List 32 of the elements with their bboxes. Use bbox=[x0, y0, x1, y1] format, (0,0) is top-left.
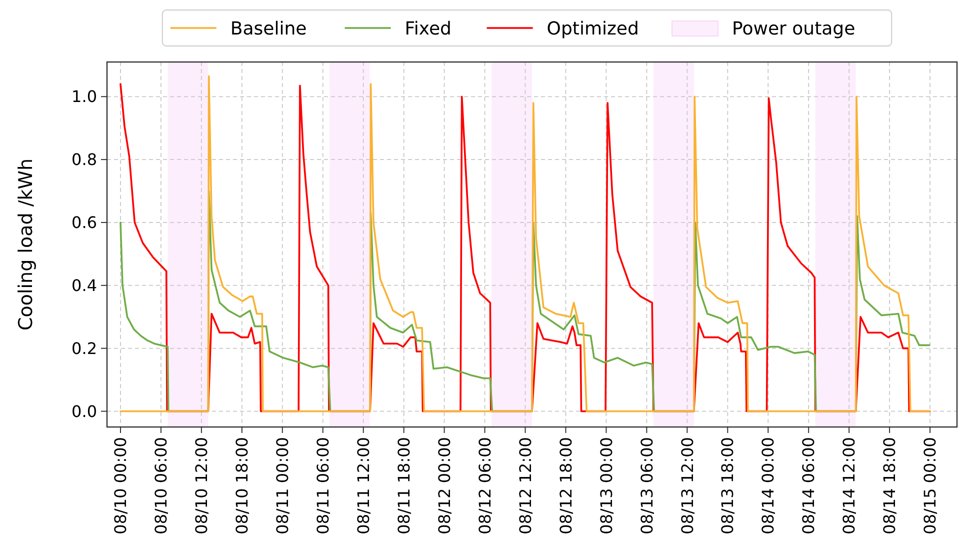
legend-label: Optimized bbox=[546, 18, 639, 40]
x-tick-label: 08/13 00:00 bbox=[596, 437, 616, 534]
x-tick-label: 08/14 00:00 bbox=[758, 437, 778, 534]
y-tick-label: 0.4 bbox=[72, 276, 97, 296]
x-tick-label: 08/15 00:00 bbox=[920, 437, 940, 534]
legend-label: Fixed bbox=[404, 18, 452, 40]
x-tick-label: 08/10 12:00 bbox=[192, 437, 212, 534]
x-tick-label: 08/11 18:00 bbox=[394, 437, 414, 534]
x-tick-label: 08/11 00:00 bbox=[272, 437, 292, 534]
x-tick-label: 08/10 18:00 bbox=[232, 437, 252, 534]
x-tick-label: 08/10 06:00 bbox=[152, 437, 171, 534]
x-tick-label: 08/13 12:00 bbox=[678, 437, 697, 534]
x-tick-label: 08/11 06:00 bbox=[313, 437, 332, 534]
x-tick-label: 08/13 18:00 bbox=[718, 437, 738, 534]
x-tick-label: 08/12 12:00 bbox=[516, 437, 535, 534]
y-tick-label: 1.0 bbox=[72, 87, 97, 106]
y-tick-label: 0.2 bbox=[72, 338, 97, 358]
x-tick-label: 08/14 18:00 bbox=[880, 437, 900, 534]
x-tick-label: 08/12 06:00 bbox=[475, 437, 494, 534]
x-tick-label: 08/11 12:00 bbox=[354, 437, 373, 534]
legend-label: Baseline bbox=[230, 18, 307, 40]
y-tick-label: 0.8 bbox=[72, 150, 97, 170]
x-tick-label: 08/12 18:00 bbox=[556, 437, 576, 534]
y-tick-label: 0.6 bbox=[72, 213, 97, 232]
x-tick-label: 08/13 06:00 bbox=[637, 437, 656, 534]
x-tick-label: 08/14 12:00 bbox=[840, 437, 859, 534]
x-tick-label: 08/14 06:00 bbox=[799, 437, 818, 534]
y-tick-label: 0.0 bbox=[72, 402, 97, 421]
legend-label: Power outage bbox=[732, 18, 856, 40]
x-tick-label: 08/12 00:00 bbox=[434, 437, 454, 534]
x-tick-label: 08/10 00:00 bbox=[111, 437, 130, 534]
y-axis-title: Cooling load /kWh bbox=[15, 158, 37, 331]
